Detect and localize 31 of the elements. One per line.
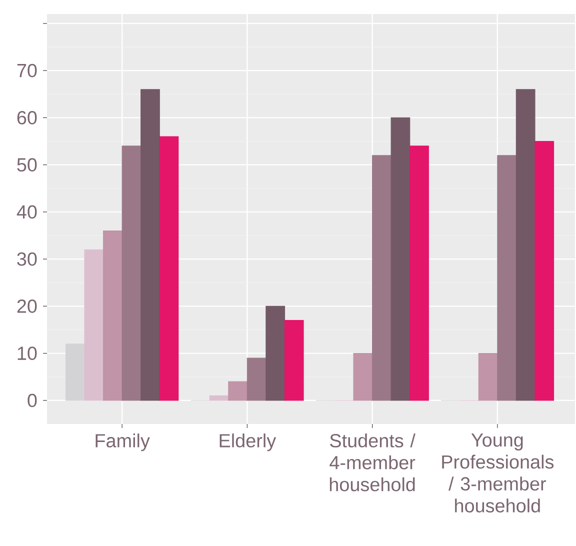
bar xyxy=(390,117,410,401)
x-tick-label: Young Professionals / 3-member household xyxy=(442,434,554,512)
y-tick-label: 60 xyxy=(17,110,37,124)
bar xyxy=(353,353,373,401)
y-tick-label: 10 xyxy=(18,346,37,360)
y-tick-label: 50 xyxy=(17,158,37,172)
bar xyxy=(266,306,286,401)
bar xyxy=(246,358,266,401)
bar xyxy=(122,146,142,401)
bar xyxy=(103,230,122,401)
y-tick-label: 40 xyxy=(16,205,37,219)
x-tick-label: Elderly xyxy=(220,434,276,452)
bar xyxy=(534,140,554,401)
bar xyxy=(65,344,85,401)
bar xyxy=(209,395,229,401)
y-tick-label: 70 xyxy=(17,64,37,78)
y-tick-label: 20 xyxy=(17,299,37,313)
y-tick-label: 30 xyxy=(17,252,37,266)
bar xyxy=(372,155,392,401)
bar xyxy=(410,146,429,401)
y-tick-label: 0 xyxy=(28,394,37,408)
bar xyxy=(497,155,516,401)
bar xyxy=(140,89,160,401)
bar xyxy=(159,136,179,401)
bar xyxy=(84,249,104,401)
bar xyxy=(516,89,536,401)
x-tick-label: Students / 4-member household xyxy=(330,434,416,492)
bar xyxy=(284,320,304,401)
bar xyxy=(228,381,248,401)
bar xyxy=(478,353,498,401)
x-tick-label: Family xyxy=(96,434,150,452)
